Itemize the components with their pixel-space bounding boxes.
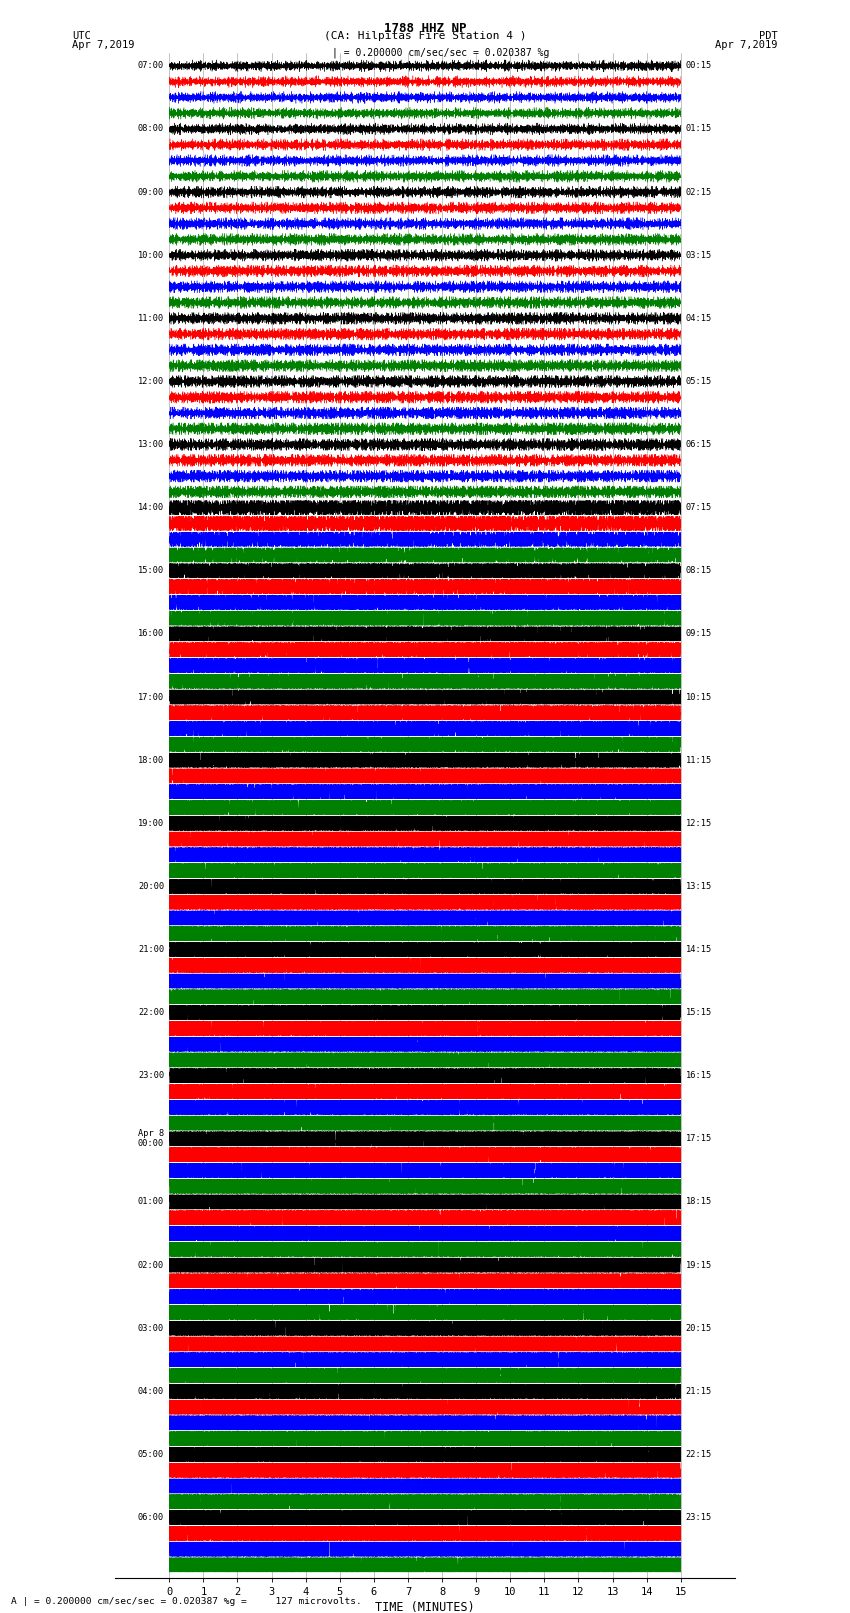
Text: 16:15: 16:15 — [686, 1071, 712, 1081]
Text: A | = 0.200000 cm/sec/sec = 0.020387 %g =     127 microvolts.: A | = 0.200000 cm/sec/sec = 0.020387 %g … — [11, 1597, 362, 1607]
Text: 11:00: 11:00 — [138, 315, 164, 323]
Text: 19:15: 19:15 — [686, 1261, 712, 1269]
Text: 23:15: 23:15 — [686, 1513, 712, 1523]
Text: UTC: UTC — [72, 31, 91, 40]
Text: 06:00: 06:00 — [138, 1513, 164, 1523]
Text: 1788 HHZ NP: 1788 HHZ NP — [383, 23, 467, 35]
Text: 12:00: 12:00 — [138, 377, 164, 386]
Text: 12:15: 12:15 — [686, 819, 712, 827]
X-axis label: TIME (MINUTES): TIME (MINUTES) — [375, 1600, 475, 1613]
Text: 06:15: 06:15 — [686, 440, 712, 448]
Text: 08:15: 08:15 — [686, 566, 712, 576]
Text: 04:15: 04:15 — [686, 315, 712, 323]
Text: (CA: Hilpitas Fire Station 4 ): (CA: Hilpitas Fire Station 4 ) — [324, 31, 526, 40]
Text: 01:00: 01:00 — [138, 1197, 164, 1207]
Text: 04:00: 04:00 — [138, 1387, 164, 1395]
Text: 13:15: 13:15 — [686, 882, 712, 890]
Text: 23:00: 23:00 — [138, 1071, 164, 1081]
Text: 10:15: 10:15 — [686, 692, 712, 702]
Text: 09:00: 09:00 — [138, 187, 164, 197]
Text: 03:00: 03:00 — [138, 1324, 164, 1332]
Text: 03:15: 03:15 — [686, 250, 712, 260]
Text: 00:15: 00:15 — [686, 61, 712, 71]
Text: 22:00: 22:00 — [138, 1008, 164, 1018]
Text: PDT: PDT — [759, 31, 778, 40]
Text: 02:15: 02:15 — [686, 187, 712, 197]
Text: 21:00: 21:00 — [138, 945, 164, 953]
Text: 11:15: 11:15 — [686, 755, 712, 765]
Text: 20:15: 20:15 — [686, 1324, 712, 1332]
Text: 02:00: 02:00 — [138, 1261, 164, 1269]
Text: Apr 7,2019: Apr 7,2019 — [715, 40, 778, 50]
Text: 18:00: 18:00 — [138, 755, 164, 765]
Text: 21:15: 21:15 — [686, 1387, 712, 1395]
Text: 05:15: 05:15 — [686, 377, 712, 386]
Text: 17:15: 17:15 — [686, 1134, 712, 1144]
Text: 16:00: 16:00 — [138, 629, 164, 639]
Text: 18:15: 18:15 — [686, 1197, 712, 1207]
Text: 14:00: 14:00 — [138, 503, 164, 513]
Text: 07:00: 07:00 — [138, 61, 164, 71]
Text: 01:15: 01:15 — [686, 124, 712, 134]
Text: 22:15: 22:15 — [686, 1450, 712, 1458]
Text: 20:00: 20:00 — [138, 882, 164, 890]
Text: Apr 7,2019: Apr 7,2019 — [72, 40, 135, 50]
Text: 09:15: 09:15 — [686, 629, 712, 639]
Text: 05:00: 05:00 — [138, 1450, 164, 1458]
Text: 19:00: 19:00 — [138, 819, 164, 827]
Text: 17:00: 17:00 — [138, 692, 164, 702]
Text: 07:15: 07:15 — [686, 503, 712, 513]
Text: 15:15: 15:15 — [686, 1008, 712, 1018]
Text: 08:00: 08:00 — [138, 124, 164, 134]
Text: 15:00: 15:00 — [138, 566, 164, 576]
Text: 13:00: 13:00 — [138, 440, 164, 448]
Text: | = 0.200000 cm/sec/sec = 0.020387 %g: | = 0.200000 cm/sec/sec = 0.020387 %g — [332, 47, 549, 58]
Text: 10:00: 10:00 — [138, 250, 164, 260]
Text: Apr 8
00:00: Apr 8 00:00 — [138, 1129, 164, 1148]
Text: 14:15: 14:15 — [686, 945, 712, 953]
